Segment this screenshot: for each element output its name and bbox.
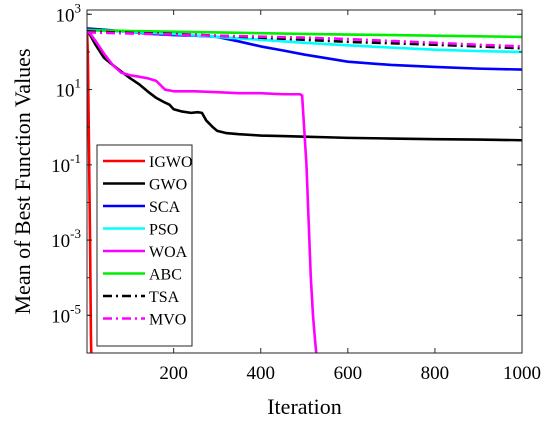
series-line-woa [87,28,318,353]
legend-label-pso: PSO [149,222,178,239]
legend-label-abc: ABC [149,267,182,284]
series-group [87,27,522,353]
x-tick-label: 800 [421,363,450,384]
x-tick-label: 600 [334,363,363,384]
legend-label-igwo: IGWO [149,154,193,171]
x-tick-label: 200 [159,363,188,384]
x-tick-label: 400 [246,363,275,384]
series-line-mvo [87,31,522,48]
legend-label-sca: SCA [149,199,181,216]
y-tick-label: 101 [56,76,82,102]
series-line-pso [87,28,522,54]
x-axis-label: Iteration [267,394,342,419]
y-tick-label: 103 [56,0,82,26]
series-line-gwo [87,28,522,142]
series-line-tsa [87,30,522,50]
legend: IGWO GWO SCA PSO WOA ABC TSA MVO [96,144,193,347]
axes: 200 400 600 800 1000 10-5 10-3 10-1 101 103 Iterat… [10,0,541,419]
y-axis-label: Mean of Best Function Values [10,48,35,314]
legend-label-mvo: MVO [149,312,186,329]
x-tick-label: 1000 [503,363,541,384]
legend-label-tsa: TSA [149,289,180,306]
legend-box [96,144,193,347]
y-tick-label: 10-1 [51,151,81,177]
y-tick-label: 10-5 [51,301,81,327]
legend-label-gwo: GWO [149,177,187,194]
legend-label-woa: WOA [149,244,188,261]
series-line-abc [87,28,522,39]
y-tick-label: 10-3 [51,226,81,252]
plot-frame [86,9,523,354]
